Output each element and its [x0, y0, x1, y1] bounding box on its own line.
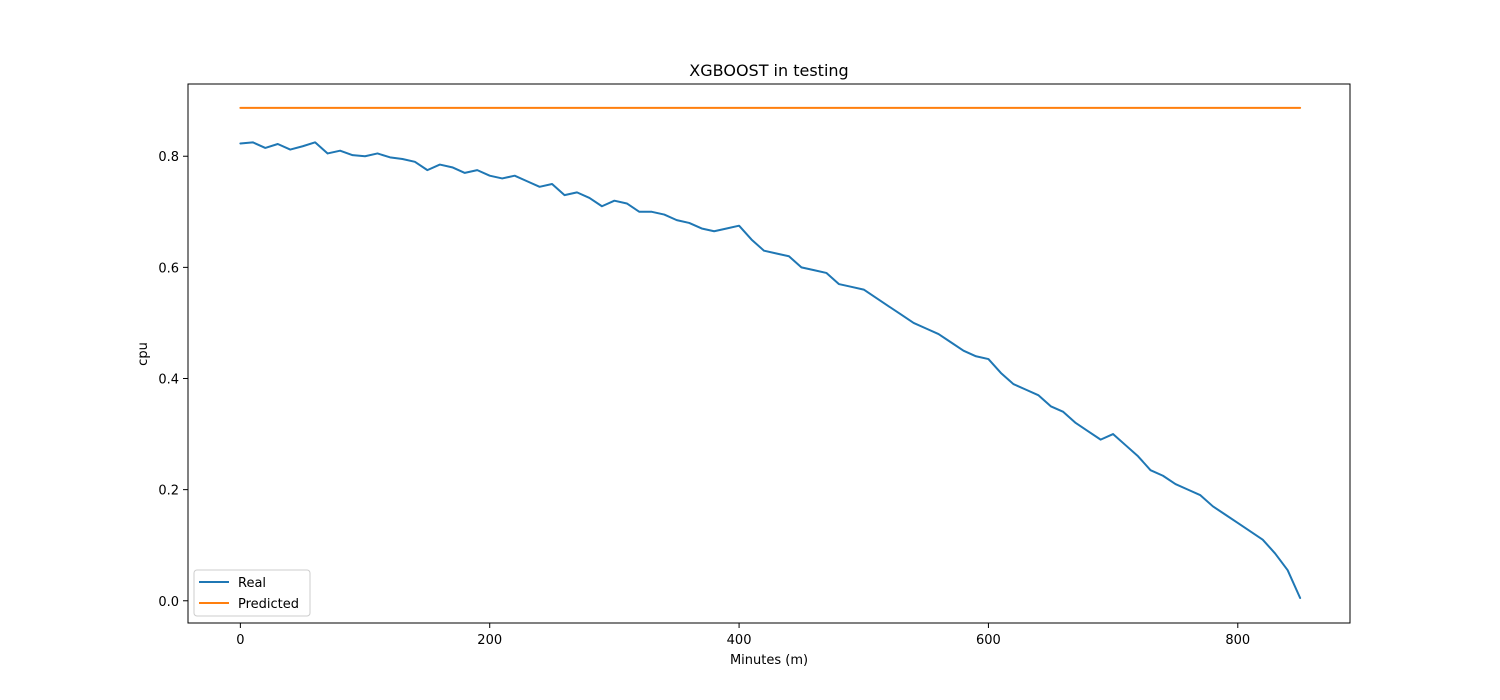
y-axis-label: cpu — [136, 342, 151, 366]
x-axis-label: Minutes (m) — [730, 653, 808, 668]
real-series — [239, 141, 1302, 599]
y-tick-label: 0.4 — [158, 373, 179, 388]
x-tick-label: 200 — [477, 633, 502, 648]
y-tick-label: 0.6 — [158, 261, 179, 276]
x-axis: 0 200 400 600 800 — [236, 623, 1250, 648]
plot-frame — [187, 83, 1351, 624]
y-axis: 0.0 0.2 0.4 0.6 0.8 — [158, 150, 188, 610]
x-tick-label: 600 — [976, 633, 1001, 648]
x-tick-label: 400 — [727, 633, 752, 648]
y-tick-label: 0.8 — [158, 150, 179, 165]
legend-predicted-label: Predicted — [238, 597, 299, 612]
chart-title: XGBOOST in testing — [689, 61, 848, 80]
x-tick-label: 800 — [1225, 633, 1250, 648]
real-series-line — [239, 141, 1302, 599]
legend: Real Predicted — [193, 569, 311, 617]
y-tick-label: 0.0 — [158, 595, 179, 610]
x-tick-label: 0 — [236, 633, 244, 648]
legend-real-label: Real — [238, 576, 266, 591]
y-tick-label: 0.2 — [158, 484, 179, 499]
